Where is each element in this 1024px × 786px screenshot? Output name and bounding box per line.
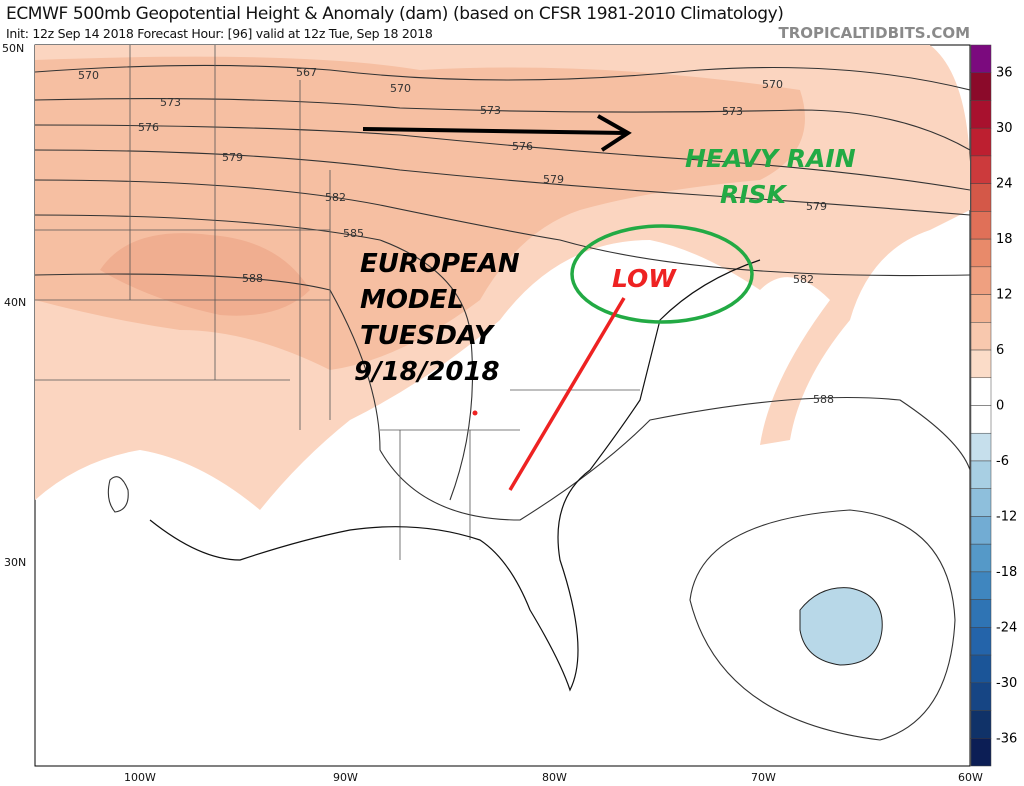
colorbar-label: -6 <box>996 454 1009 469</box>
contour-label: 567 <box>296 66 317 79</box>
contour-label: 579 <box>543 173 564 186</box>
contour-label: 579 <box>222 151 243 164</box>
annotation-text: TUESDAY <box>360 321 496 351</box>
colorbar-bin <box>970 322 992 351</box>
negative-anomaly-region <box>799 587 883 666</box>
colorbar-label: 18 <box>996 232 1013 247</box>
rain-label: HEAVY RAIN <box>685 144 856 173</box>
colorbar-bin <box>970 488 992 517</box>
colorbar-bin <box>970 377 992 406</box>
lon-label: 60W <box>958 771 983 784</box>
lon-label: 80W <box>542 771 567 784</box>
colorbar-label: 24 <box>996 177 1013 192</box>
colorbar-label: 6 <box>996 343 1004 358</box>
contour-label: 582 <box>325 191 346 204</box>
lon-label: 90W <box>333 771 358 784</box>
colorbar-bin <box>970 432 992 462</box>
contour-label: 573 <box>480 104 501 117</box>
colorbar-label: 0 <box>996 399 1004 414</box>
contour-label: 582 <box>793 273 814 286</box>
colorbar-label: -24 <box>996 620 1017 635</box>
contour-label: 579 <box>806 200 827 213</box>
colorbar-label: 36 <box>996 66 1013 81</box>
contour-label: 573 <box>722 105 743 118</box>
colorbar-bin <box>970 516 992 545</box>
colorbar-bin <box>970 72 992 101</box>
colorbar-label: -18 <box>996 565 1017 580</box>
lat-label: 40N <box>4 296 26 309</box>
point-marker <box>472 410 478 416</box>
colorbar-label: -12 <box>996 509 1017 524</box>
colorbar-bin <box>970 627 992 656</box>
contour-label: 576 <box>512 140 533 153</box>
coastline <box>149 259 761 692</box>
colorbar-label: -36 <box>996 731 1017 746</box>
colorbar-label: 30 <box>996 121 1013 136</box>
annotations: EUROPEAN MODEL TUESDAY 9/18/2018 LOW HEA… <box>354 114 856 491</box>
colorbar-bin <box>970 211 992 240</box>
colorbar-bin <box>970 710 992 739</box>
colorbar-bin <box>970 266 992 295</box>
arrow-icon <box>362 127 627 135</box>
strong-anomaly-region <box>100 233 310 316</box>
annotation-text: MODEL <box>360 285 464 315</box>
colorbar: 36 30 24 18 12 6 0 -6 -12 -18 -24 -30 -36 <box>970 44 1017 767</box>
colorbar-bin <box>970 294 992 323</box>
contour-label: 588 <box>813 393 834 406</box>
colorbar-bin <box>970 543 992 573</box>
arrowhead-icon <box>597 114 632 152</box>
colorbar-bin <box>970 183 992 212</box>
lat-label: 30N <box>4 556 26 569</box>
rain-label: RISK <box>720 180 788 209</box>
height-contours <box>35 64 970 741</box>
contour-label: 573 <box>160 96 181 109</box>
contour-label: 570 <box>390 82 411 95</box>
colorbar-bin <box>970 571 992 600</box>
colorbar-bin <box>970 654 992 684</box>
annotation-text: EUROPEAN <box>360 249 520 279</box>
map-area: 50N 40N 30N 100W 90W 80W 70W 60W 570 567… <box>2 42 983 784</box>
state-borders <box>35 45 640 560</box>
contour-label: 585 <box>343 227 364 240</box>
lon-label: 70W <box>751 771 776 784</box>
colorbar-bin <box>970 127 992 157</box>
chart-subtitle: Init: 12z Sep 14 2018 Forecast Hour: [96… <box>6 26 433 41</box>
colorbar-bin <box>970 44 992 73</box>
colorbar-bin <box>970 405 992 434</box>
colorbar-bin <box>970 349 992 379</box>
lat-label: 50N <box>2 42 24 55</box>
colorbar-label: 12 <box>996 288 1013 303</box>
contour-label: 570 <box>762 78 783 91</box>
colorbar-bin <box>970 460 992 489</box>
annotation-text: 9/18/2018 <box>354 357 500 387</box>
colorbar-bin <box>970 682 992 711</box>
contour-label: 588 <box>242 272 263 285</box>
low-pointer-line <box>508 297 626 491</box>
colorbar-bin <box>970 738 992 767</box>
low-label: LOW <box>612 264 677 293</box>
colorbar-bin <box>970 155 992 184</box>
lon-label: 100W <box>124 771 156 784</box>
colorbar-bin <box>970 100 992 129</box>
brand-watermark: TROPICALTIDBITS.COM <box>778 24 971 42</box>
contour-label: 576 <box>138 121 159 134</box>
chart-title: ECMWF 500mb Geopotential Height & Anomal… <box>6 4 784 24</box>
colorbar-bin <box>970 599 992 628</box>
low-circle <box>570 224 754 324</box>
colorbar-bin <box>970 238 992 268</box>
contour-label: 570 <box>78 69 99 82</box>
colorbar-label: -30 <box>996 676 1017 691</box>
